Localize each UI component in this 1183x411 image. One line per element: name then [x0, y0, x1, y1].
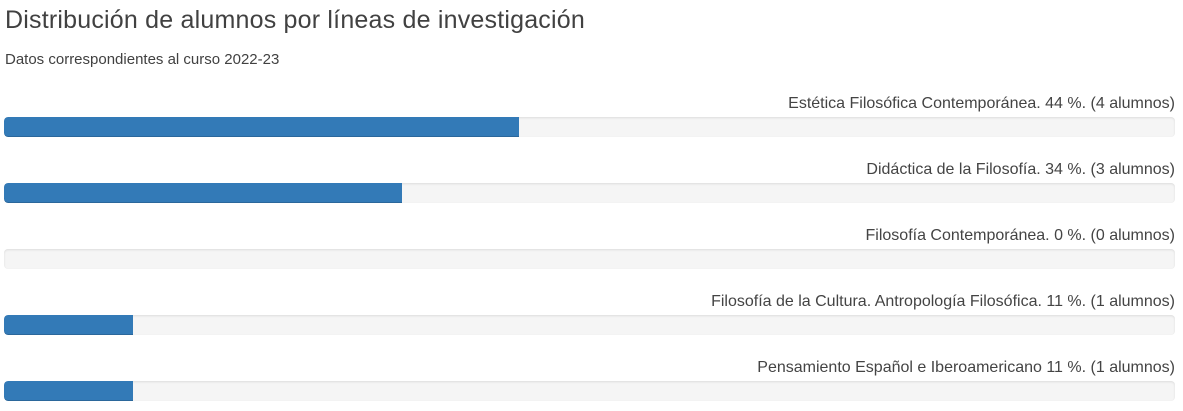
bar-label: Estética Filosófica Contemporánea. 44 %.… [788, 95, 1175, 112]
progress-bar-fill [4, 315, 133, 335]
progress-bar-fill [4, 381, 133, 401]
bar-label: Didáctica de la Filosofía. 34 %. (3 alum… [866, 161, 1175, 178]
progress-track [4, 183, 1175, 203]
progress-track [4, 249, 1175, 269]
chart-subtitle: Datos correspondientes al curso 2022-23 [5, 51, 280, 68]
bar-row-filosofia-contemporanea: Filosofía Contemporánea. 0 %. (0 alumnos… [4, 227, 1175, 269]
bar-row-didactica-de-la-filosofia: Didáctica de la Filosofía. 34 %. (3 alum… [4, 161, 1175, 203]
bar-label: Filosofía de la Cultura. Antropología Fi… [711, 293, 1175, 310]
bar-row-filosofia-de-la-cultura: Filosofía de la Cultura. Antropología Fi… [4, 293, 1175, 335]
bar-label: Filosofía Contemporánea. 0 %. (0 alumnos… [865, 227, 1175, 244]
progress-bar-fill [4, 117, 520, 137]
progress-bar-fill [4, 183, 403, 203]
chart-title: Distribución de alumnos por líneas de in… [5, 6, 585, 34]
bar-label: Pensamiento Español e Iberoamericano 11 … [757, 359, 1175, 376]
progress-track [4, 315, 1175, 335]
progress-track [4, 117, 1175, 137]
bar-row-pensamiento-espanol-e-iberoamericano: Pensamiento Español e Iberoamericano 11 … [4, 359, 1175, 401]
bar-rows: Estética Filosófica Contemporánea. 44 %.… [4, 95, 1175, 401]
progress-track [4, 381, 1175, 401]
bar-row-estetica-filosofica-contemporanea: Estética Filosófica Contemporánea. 44 %.… [4, 95, 1175, 137]
